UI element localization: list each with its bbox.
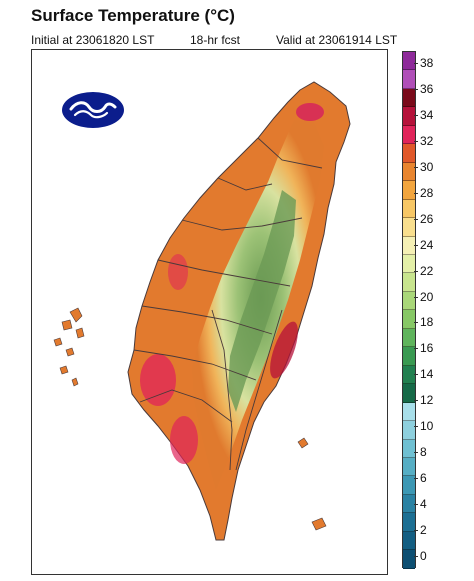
penghu-islands [53, 307, 85, 387]
color-bar-segment [403, 476, 415, 495]
color-bar-segment [403, 273, 415, 292]
color-bar-tick [414, 556, 418, 557]
color-bar-label: 12 [420, 393, 434, 408]
color-bar-segment [403, 107, 415, 126]
color-bar-label: 16 [420, 341, 434, 356]
color-bar-segment [403, 550, 415, 569]
orchid-island [311, 517, 327, 531]
color-bar-label: 8 [420, 445, 427, 460]
color-bar-label: 20 [420, 289, 434, 304]
hotspot-taitung [270, 321, 298, 379]
color-bar-label: 26 [420, 211, 434, 226]
color-bar-segment [403, 254, 415, 274]
color-bar-segment [403, 70, 415, 89]
hotspot-chiayi [140, 354, 176, 406]
color-bar-segment [403, 162, 415, 182]
color-bar-tick [414, 270, 418, 272]
color-bar-label: 4 [420, 497, 427, 512]
color-bar-segment [403, 384, 415, 403]
color-bar-label: 18 [420, 315, 434, 330]
color-bar-tick [414, 348, 418, 350]
color-bar-tick [414, 244, 418, 246]
color-bar-label: 10 [420, 419, 434, 434]
color-bar-tick [414, 322, 418, 324]
initial-time-label: Initial at 23061820 LST [31, 33, 155, 47]
color-bar-tick [414, 296, 418, 298]
color-bar-segment [403, 365, 415, 385]
color-bar-label: 0 [420, 549, 427, 563]
map-title: Surface Temperature (°C) [31, 6, 235, 25]
county-boundaries [133, 137, 323, 471]
color-bar-segment [403, 421, 415, 440]
color-bar [402, 51, 416, 569]
color-bar-segment [403, 328, 415, 348]
color-bar-label: 30 [420, 159, 434, 174]
color-bar-segment [403, 310, 415, 329]
color-bar-tick [414, 400, 418, 402]
color-bar-tick [414, 478, 418, 480]
color-bar-tick [414, 140, 418, 142]
map-frame [31, 49, 388, 575]
color-bar-label: 28 [420, 185, 434, 200]
color-bar-label: 22 [420, 263, 434, 278]
temperature-map [53, 81, 351, 541]
color-bar-tick [414, 374, 418, 376]
color-bar-segment [403, 402, 415, 422]
color-bar-segment [403, 457, 415, 477]
color-bar-segment [403, 494, 415, 514]
mountain-core [228, 190, 296, 412]
hotspot-taipei [296, 103, 324, 121]
color-bar-label: 34 [420, 107, 434, 122]
color-bar-tick [414, 530, 418, 532]
color-bar-label: 14 [420, 367, 434, 382]
color-bar-segment [403, 531, 415, 551]
color-bar-tick [414, 426, 418, 428]
color-bar-tick [414, 114, 418, 116]
color-bar-segment [403, 181, 415, 200]
color-bar-label: 24 [420, 237, 434, 252]
color-bar-segment [403, 52, 415, 71]
color-bar-tick [414, 166, 418, 168]
color-bar-segment [403, 291, 415, 311]
color-bar-tick [414, 63, 418, 64]
hotspot-taichung [168, 254, 188, 290]
color-bar-tick [414, 192, 418, 194]
color-bar-segment [403, 218, 415, 237]
color-bar-tick [414, 452, 418, 454]
color-bar-segment [403, 199, 415, 219]
color-bar-label: 38 [420, 56, 434, 70]
color-bar-tick [414, 218, 418, 220]
color-bar-segment [403, 236, 415, 255]
color-bar-segment [403, 88, 415, 108]
color-bar-segment [403, 513, 415, 532]
valid-time-label: Valid at 23061914 LST [276, 33, 398, 47]
color-bar-label: 2 [420, 523, 427, 538]
hotspot-pingtung [170, 416, 198, 464]
color-bar-label: 6 [420, 471, 427, 486]
green-island [297, 437, 309, 449]
color-bar-tick [414, 504, 418, 506]
color-bar-segment [403, 439, 415, 458]
color-bar-segment [403, 125, 415, 145]
color-bar-segment [403, 347, 415, 366]
color-bar-label: 36 [420, 81, 434, 96]
color-bar-tick [414, 88, 418, 90]
color-bar-label: 32 [420, 133, 434, 148]
color-bar-segment [403, 144, 415, 163]
cwa-logo-icon [62, 92, 124, 128]
forecast-hour-label: 18-hr fcst [190, 33, 241, 47]
